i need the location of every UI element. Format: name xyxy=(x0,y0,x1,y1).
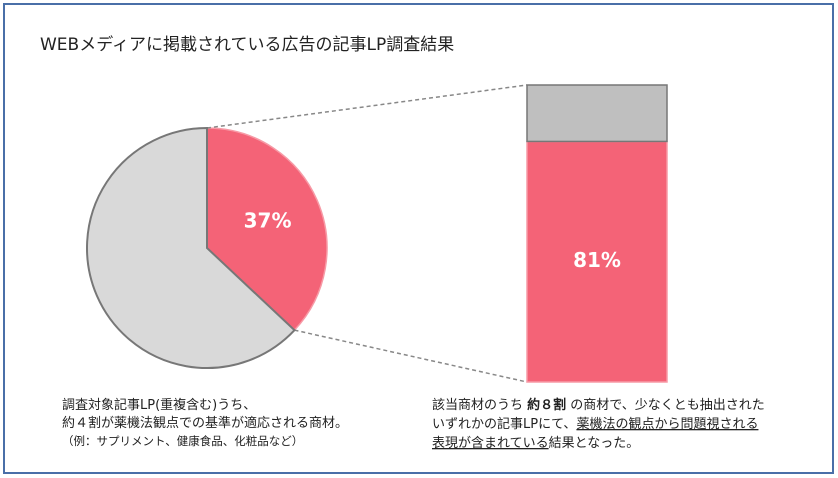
caption-line: 約４割が薬機法観点での基準が適応される商材。 xyxy=(62,415,348,431)
bar-segment xyxy=(526,140,668,383)
caption-text: 調査対象記事LP(重複含む)うち、 xyxy=(62,397,256,413)
bar-segment xyxy=(526,84,668,143)
chart-title: WEBメディアに掲載されている広告の記事LP調査結果 xyxy=(40,34,454,55)
connector xyxy=(206,84,528,129)
caption-text: 薬機法の観点から問題視される xyxy=(576,417,758,432)
caption-text: いずれかの記事LPにて、 xyxy=(432,416,576,432)
data-label: 81% xyxy=(573,248,621,272)
connector xyxy=(294,329,528,383)
caption-line: 該当商材のうち 約８割 の商材で、少なくとも抽出された xyxy=(432,397,765,413)
data-label: 37% xyxy=(244,208,292,232)
caption-line: 表現が含まれている結果となった。 xyxy=(432,435,639,451)
caption-text: 約４割が薬機法観点での基準が適応される商材。 xyxy=(62,415,348,431)
caption-line: 調査対象記事LP(重複含む)うち、 xyxy=(62,397,256,413)
caption-text: 結果となった。 xyxy=(549,436,640,451)
pie-slice xyxy=(206,127,328,332)
caption-text: 該当商材のうち xyxy=(432,397,527,413)
caption-text: の商材で、少なくとも抽出された xyxy=(566,398,765,413)
caption-line: いずれかの記事LPにて、薬機法の観点から問題視される xyxy=(432,416,758,432)
caption-text: 表現が含まれている xyxy=(432,435,549,451)
caption-line: （例：サプリメント、健康食品、化粧品など） xyxy=(62,434,303,448)
pie-slice xyxy=(86,126,296,369)
caption-text: 約８割 xyxy=(527,397,566,413)
caption-text: （例：サプリメント、健康食品、化粧品など） xyxy=(62,434,303,448)
